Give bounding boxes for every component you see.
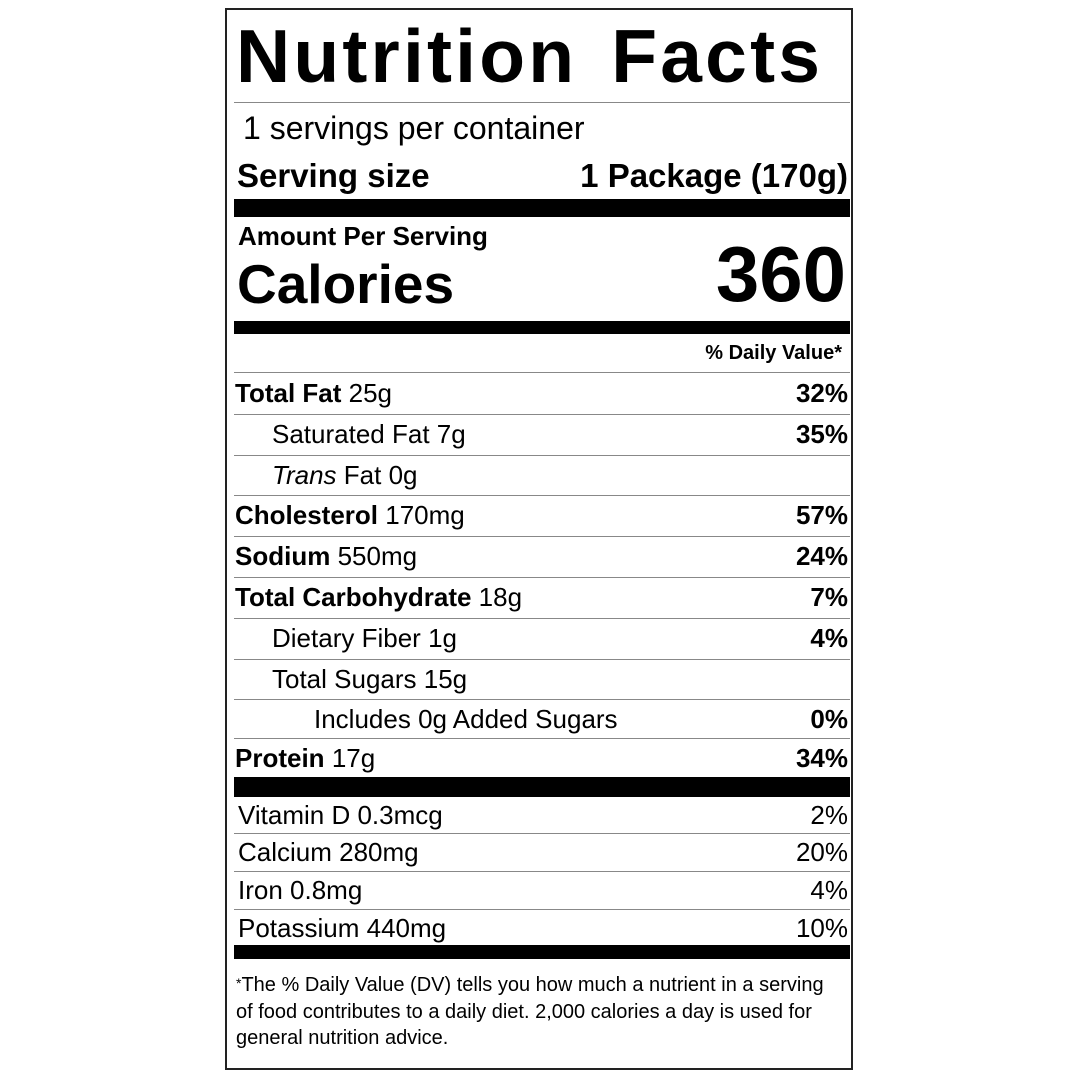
nutrient-amount: 17g: [331, 742, 376, 773]
nutrient-daily-value: 34%: [795, 742, 848, 773]
vitamin-name: Potassium 440mg: [238, 912, 447, 943]
divider: [234, 871, 850, 872]
nutrient-row: Trans Fat 0g: [234, 455, 850, 495]
nutrient-amount: 15g: [423, 663, 468, 694]
nutrient-name-group: Protein 17g: [234, 743, 375, 774]
amount-per-serving: Amount Per Serving: [238, 221, 488, 251]
divider: [234, 699, 850, 700]
nutrient-name-group: Dietary Fiber 1g: [234, 623, 457, 654]
vitamin-row: Iron 0.8mg 4%: [234, 872, 850, 908]
nutrient-row: Dietary Fiber 1g 4%: [234, 618, 850, 658]
nutrient-name: Total Carbohydrate: [235, 581, 472, 612]
vitamin-name: Vitamin D 0.3mcg: [238, 799, 443, 830]
nutrient-name-group: Includes 0g Added Sugars: [234, 704, 618, 735]
nutrient-name-group: Total Carbohydrate 18g: [234, 582, 522, 613]
nutrient-amount: 550mg: [337, 540, 418, 571]
vitamin-row: Calcium 280mg 20%: [234, 834, 850, 870]
nutrient-daily-value: 7%: [810, 581, 848, 612]
divider: [234, 372, 850, 373]
nutrient-name: Saturated Fat: [272, 418, 430, 449]
nutrient-daily-value: 4%: [810, 622, 848, 653]
nutrient-name-group: Total Fat 25g: [234, 378, 392, 409]
footnote-text: The % Daily Value (DV) tells you how muc…: [236, 974, 824, 1049]
nutrient-name: Sodium: [235, 540, 331, 571]
daily-value-header: % Daily Value*: [705, 342, 842, 364]
nutrient-name-group: Cholesterol 170mg: [234, 500, 465, 531]
nutrient-name: Protein: [235, 742, 325, 773]
vitamin-row: Vitamin D 0.3mcg 2%: [234, 797, 850, 833]
footnote-asterisk: *: [236, 975, 242, 991]
nutrient-amount: 25g: [348, 377, 393, 408]
nutrient-row: Includes 0g Added Sugars 0%: [234, 699, 850, 739]
nutrient-name: Includes 0g Added Sugars: [314, 703, 618, 734]
nutrient-amount: 170mg: [385, 499, 465, 530]
nutrient-amount: 1g: [428, 622, 457, 653]
divider: [234, 414, 850, 415]
divider: [234, 536, 850, 537]
vitamin-daily-value: 10%: [795, 912, 848, 943]
vitamin-daily-value: 20%: [795, 836, 848, 867]
nutrient-name-group: Trans Fat 0g: [234, 460, 418, 491]
nutrient-daily-value: 32%: [795, 377, 848, 408]
nutrient-name-italic: Trans: [272, 459, 337, 490]
vitamin-name: Calcium 280mg: [238, 836, 419, 867]
nutrient-row: Total Carbohydrate 18g 7%: [234, 577, 850, 617]
servings-per-container: 1 servings per container: [243, 110, 585, 146]
vitamin-row: Potassium 440mg 10%: [234, 910, 850, 946]
divider: [234, 577, 850, 578]
footnote: *The % Daily Value (DV) tells you how mu…: [236, 970, 836, 1052]
nutrient-amount: 18g: [478, 581, 523, 612]
vitamin-daily-value: 2%: [810, 799, 848, 830]
nutrient-name-group: Saturated Fat 7g: [234, 419, 466, 450]
thick-divider: [234, 945, 850, 959]
nutrient-daily-value: 57%: [795, 499, 848, 530]
nutrient-amount: 7g: [436, 418, 466, 449]
thick-divider: [234, 777, 850, 797]
calories-label: Calories: [237, 253, 455, 315]
nutrient-name: Total Sugars: [272, 663, 417, 694]
divider: [234, 495, 850, 496]
divider: [234, 659, 850, 660]
divider: [234, 909, 850, 910]
nutrient-name-group: Total Sugars 15g: [234, 664, 467, 695]
nutrient-amount: 0g: [388, 459, 418, 490]
vitamin-name: Iron 0.8mg: [238, 874, 363, 905]
vitamin-daily-value: 4%: [810, 874, 848, 905]
label-title: Nutrition Facts: [236, 14, 824, 98]
nutrient-row: Saturated Fat 7g 35%: [234, 414, 850, 454]
nutrient-name: Dietary Fiber: [272, 622, 421, 653]
serving-size-label: Serving size: [237, 157, 430, 194]
serving-size-value: 1 Package (170g): [580, 157, 848, 194]
nutrient-name: Cholesterol: [235, 499, 379, 530]
divider: [234, 455, 850, 456]
thick-divider: [234, 199, 850, 217]
nutrient-daily-value: 24%: [795, 540, 848, 571]
divider: [234, 738, 850, 739]
nutrient-row: Total Sugars 15g: [234, 659, 850, 699]
nutrient-daily-value: 0%: [810, 703, 848, 734]
nutrient-name: Fat: [343, 459, 382, 490]
nutrient-row: Protein 17g 34%: [234, 738, 850, 778]
nutrient-row: Total Fat 25g 32%: [234, 373, 850, 413]
nutrient-daily-value: 35%: [795, 418, 848, 449]
divider: [234, 102, 850, 103]
nutrient-name-group: Sodium 550mg: [234, 541, 417, 572]
nutrient-row: Cholesterol 170mg 57%: [234, 495, 850, 535]
medium-divider: [234, 321, 850, 334]
calories-value: 360: [715, 230, 846, 318]
divider: [234, 618, 850, 619]
nutrient-row: Sodium 550mg 24%: [234, 536, 850, 576]
nutrient-name: Total Fat: [235, 377, 342, 408]
divider: [234, 833, 850, 834]
nutrition-label: [225, 8, 853, 1070]
